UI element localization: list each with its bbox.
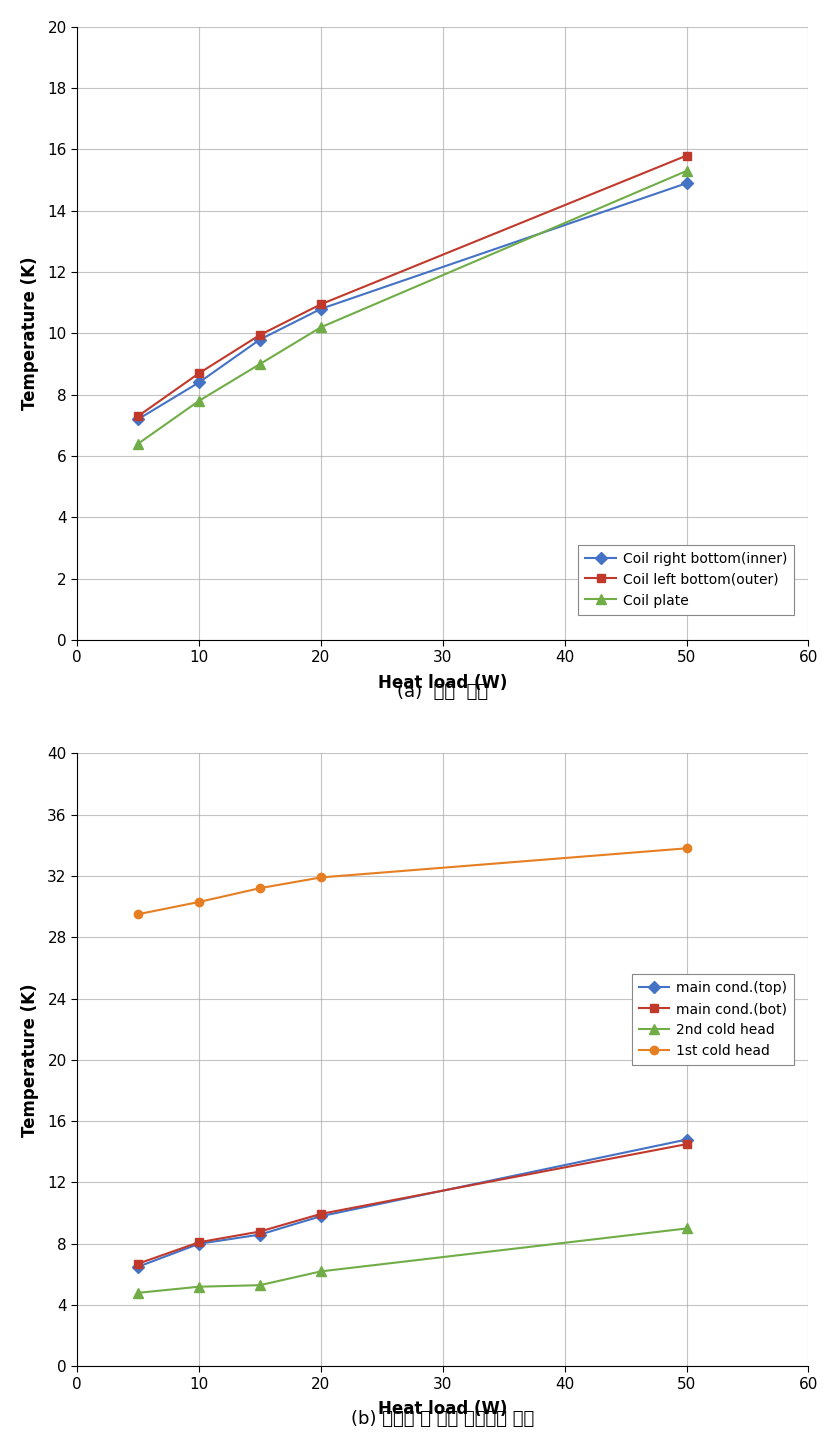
main cond.(bot) <box>133 1255 143 1272</box>
Coil left bottom(outer) <box>194 364 204 381</box>
Coil plate <box>133 435 143 452</box>
main cond.(bot) <box>315 1206 326 1223</box>
Coil right bottom(inner) <box>315 301 326 318</box>
Line: main cond.(bot): main cond.(bot) <box>134 1140 690 1268</box>
Line: main cond.(top): main cond.(top) <box>134 1135 690 1271</box>
main cond.(top) <box>255 1226 265 1243</box>
Coil plate <box>255 355 265 373</box>
Coil plate <box>315 318 326 335</box>
Line: Coil right bottom(inner): Coil right bottom(inner) <box>134 178 690 423</box>
main cond.(bot) <box>255 1223 265 1240</box>
Text: (a)  코일  온도: (a) 코일 온도 <box>397 684 488 701</box>
main cond.(top) <box>681 1131 691 1148</box>
Line: Coil plate: Coil plate <box>133 165 691 449</box>
1st cold head <box>133 905 143 922</box>
Coil plate <box>681 163 691 180</box>
1st cold head <box>194 894 204 911</box>
Line: 2nd cold head: 2nd cold head <box>133 1223 691 1298</box>
Coil right bottom(inner) <box>681 174 691 191</box>
Legend: Coil right bottom(inner), Coil left bottom(outer), Coil plate: Coil right bottom(inner), Coil left bott… <box>578 545 795 614</box>
Coil right bottom(inner) <box>255 331 265 348</box>
main cond.(bot) <box>681 1135 691 1153</box>
Coil left bottom(outer) <box>315 295 326 312</box>
Y-axis label: Temperature (K): Temperature (K) <box>21 983 39 1137</box>
Coil right bottom(inner) <box>133 410 143 427</box>
Legend: main cond.(top), main cond.(bot), 2nd cold head, 1st cold head: main cond.(top), main cond.(bot), 2nd co… <box>632 974 795 1065</box>
Coil left bottom(outer) <box>255 327 265 344</box>
1st cold head <box>681 840 691 858</box>
X-axis label: Heat load (W): Heat load (W) <box>378 673 508 692</box>
1st cold head <box>255 879 265 896</box>
Text: (b) 냉동기 및 상하 열전도판 온도: (b) 냉동기 및 상하 열전도판 온도 <box>352 1410 534 1427</box>
main cond.(top) <box>194 1235 204 1252</box>
2nd cold head <box>681 1220 691 1238</box>
main cond.(top) <box>315 1207 326 1225</box>
Y-axis label: Temperature (K): Temperature (K) <box>21 256 39 410</box>
main cond.(top) <box>133 1258 143 1275</box>
Coil left bottom(outer) <box>681 147 691 164</box>
1st cold head <box>315 869 326 886</box>
2nd cold head <box>255 1276 265 1294</box>
Coil left bottom(outer) <box>133 407 143 425</box>
main cond.(bot) <box>194 1233 204 1250</box>
2nd cold head <box>315 1263 326 1281</box>
X-axis label: Heat load (W): Heat load (W) <box>378 1400 508 1419</box>
Coil right bottom(inner) <box>194 374 204 391</box>
Line: Coil left bottom(outer): Coil left bottom(outer) <box>134 151 690 420</box>
Coil plate <box>194 393 204 410</box>
2nd cold head <box>133 1284 143 1301</box>
2nd cold head <box>194 1278 204 1295</box>
Line: 1st cold head: 1st cold head <box>134 845 690 918</box>
